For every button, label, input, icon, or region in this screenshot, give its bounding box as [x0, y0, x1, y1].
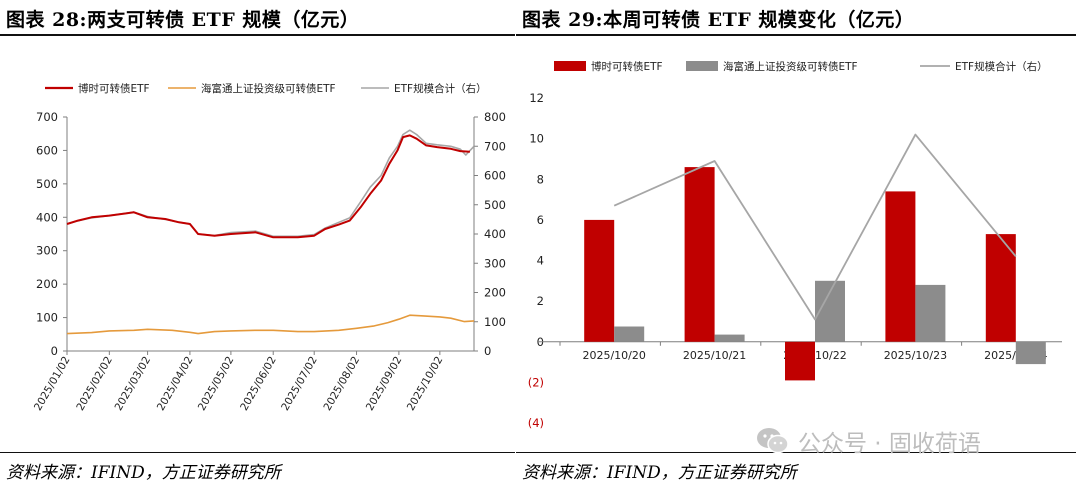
y-left-tick-label: 300 — [36, 244, 58, 258]
y-tick-label: 12 — [529, 91, 544, 105]
right-figure-title: 图表 29:本周可转债 ETF 规模变化（亿元） — [522, 9, 915, 31]
watermark: 公众号 · 固收荷语 — [756, 424, 981, 458]
bar-bosera-4 — [985, 234, 1016, 342]
legend-label-1: 海富通上证投资级可转债ETF — [723, 60, 858, 73]
x-tick-label: 2025/02/02 — [74, 355, 115, 413]
bar-hft-4 — [1015, 341, 1046, 365]
x-category-label: 2025/10/23 — [884, 349, 947, 362]
right-title-rule — [516, 34, 1076, 36]
y-right-tick-label: 300 — [484, 256, 506, 270]
legend-label-0: 博时可转债ETF — [78, 82, 150, 95]
series-line-1 — [66, 314, 475, 335]
x-tick-label: 2025/01/02 — [32, 355, 73, 413]
bar-hft-3 — [915, 284, 946, 342]
legend-label-0: 博时可转债ETF — [591, 60, 663, 73]
left-series — [66, 129, 475, 335]
x-tick-label: 2025/04/02 — [155, 355, 196, 413]
y-tick-label: 4 — [537, 254, 544, 268]
right-source-note: 资料来源：IFIND，方正证券研究所 — [522, 463, 797, 483]
left-axes: 0 100 200 300 400 500 600 700 0 100 200 300 400 500 60… — [32, 110, 506, 413]
x-tick-label: 2025/08/02 — [321, 355, 362, 413]
left-panel: 图表 28:两支可转债 ETF 规模（亿元） 博时可转债ETF 海富通上证投资级可… — [0, 0, 528, 487]
y-right-tick-label: 800 — [484, 110, 506, 124]
left-figure-title: 图表 28:两支可转债 ETF 规模（亿元） — [6, 9, 360, 31]
legend-label-1: 海富通上证投资级可转债ETF — [201, 82, 336, 95]
y-right-tick-label: 600 — [484, 169, 506, 183]
left-source-rule — [0, 452, 515, 453]
right-legend: 博时可转债ETF 海富通上证投资级可转债ETF ETF规模合计（右） — [554, 60, 1048, 73]
y-tick-label: 8 — [537, 172, 544, 186]
y-tick-label: (4) — [528, 416, 544, 430]
bar-hft-1 — [714, 334, 745, 342]
bar-bosera-1 — [684, 167, 715, 342]
wechat-icon — [757, 428, 789, 454]
y-left-tick-label: 700 — [36, 110, 58, 124]
x-tick-label: 2025/05/02 — [196, 355, 237, 413]
legend-swatch-0 — [554, 61, 586, 71]
x-tick-label: 2025/03/02 — [113, 355, 154, 413]
x-tick-label: 2025/09/02 — [364, 355, 405, 413]
right-source-rule — [516, 452, 1076, 453]
right-panel: 图表 29:本周可转债 ETF 规模变化（亿元） 博时可转债ETF 海富通上证投资… — [516, 0, 1080, 487]
bar-bosera-0 — [584, 219, 615, 342]
x-tick-label: 2025/07/02 — [279, 355, 320, 413]
y-right-tick-label: 400 — [484, 227, 506, 241]
y-left-tick-label: 500 — [36, 177, 58, 191]
x-category-label: 2025/10/21 — [683, 349, 746, 362]
legend-label-2: ETF规模合计（右） — [955, 60, 1048, 73]
x-tick-label: 2025/10/02 — [405, 355, 446, 413]
x-category-label: 2025/10/20 — [582, 349, 645, 362]
y-right-tick-label: 700 — [484, 139, 506, 153]
y-left-tick-label: 100 — [36, 311, 58, 325]
left-source-note: 资料来源：IFIND，方正证券研究所 — [6, 463, 281, 483]
legend-label-2: ETF规模合计（右） — [394, 82, 487, 95]
bar-bosera-3 — [885, 191, 916, 342]
y-left-tick-label: 200 — [36, 277, 58, 291]
left-title-rule — [0, 34, 515, 36]
bar-bosera-2 — [785, 341, 815, 381]
right-bar-chart: 博时可转债ETF 海富通上证投资级可转债ETF ETF规模合计（右） 12 10 8 6 4… — [528, 60, 1062, 430]
legend-swatch-1 — [686, 61, 718, 71]
bar-hft-0 — [614, 326, 645, 342]
y-left-tick-label: 0 — [51, 344, 58, 358]
y-tick-label: 6 — [537, 213, 544, 227]
left-line-chart: 博时可转债ETF 海富通上证投资级可转债ETF ETF规模合计（右） 0 100 200… — [32, 82, 506, 413]
y-right-tick-label: 500 — [484, 198, 506, 212]
series-line-0 — [66, 134, 470, 239]
total-line — [613, 133, 1017, 321]
right-series — [584, 133, 1046, 381]
left-legend: 博时可转债ETF 海富通上证投资级可转债ETF ETF规模合计（右） — [45, 82, 487, 95]
y-right-tick-label: 0 — [484, 344, 491, 358]
y-tick-label: 10 — [529, 132, 544, 146]
watermark-text: 公众号 · 固收荷语 — [798, 431, 981, 457]
y-right-tick-label: 100 — [484, 315, 506, 329]
y-left-tick-label: 400 — [36, 210, 58, 224]
y-tick-label: (2) — [528, 375, 544, 389]
y-left-tick-label: 600 — [36, 143, 58, 157]
y-tick-label: 2 — [537, 294, 544, 308]
y-right-tick-label: 200 — [484, 286, 506, 300]
x-tick-label: 2025/06/02 — [238, 355, 279, 413]
series-line-2 — [66, 129, 475, 238]
